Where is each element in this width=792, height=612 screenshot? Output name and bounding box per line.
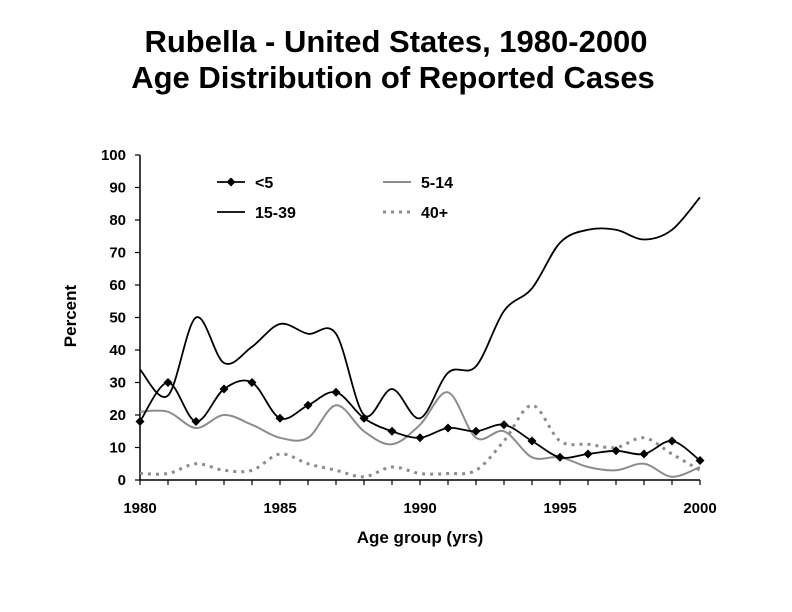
x-tick-label: 1995 (543, 500, 576, 517)
legend-entry: <5 (217, 175, 273, 192)
data-point-marker (695, 456, 705, 465)
y-axis-label: Percent (61, 284, 80, 347)
data-point-marker (247, 378, 257, 387)
x-tick-label: 1985 (263, 500, 296, 517)
y-tick-label: 50 (109, 310, 126, 327)
data-point-marker (499, 420, 509, 430)
data-point-marker (443, 423, 453, 433)
y-tick-label: 100 (101, 147, 126, 164)
series-layer (135, 196, 705, 479)
data-point-marker (555, 452, 565, 462)
chart-title: Rubella - United States, 1980-2000 (144, 24, 647, 59)
legend-marker (226, 177, 236, 187)
series-line (139, 391, 701, 478)
y-tick-label: 10 (109, 440, 126, 457)
series-line (139, 196, 701, 420)
legend: <5 5-14 15-39 40+ (217, 175, 453, 222)
y-tick-label: 70 (109, 245, 126, 262)
data-point-marker (471, 426, 481, 436)
data-point-marker (359, 413, 369, 423)
data-point-marker (275, 413, 285, 423)
data-point-marker (639, 449, 649, 459)
legend-label: 40+ (421, 205, 448, 222)
legend-entry: 5-14 (383, 175, 453, 192)
data-point-marker (135, 417, 145, 426)
x-tick-label: 2000 (683, 500, 716, 517)
data-point-marker (163, 378, 173, 387)
legend-entry: 15-39 (217, 205, 296, 222)
x-axis-label: Age group (yrs) (357, 528, 484, 547)
axes: 0 10 20 30 40 50 60 70 80 90 100 1980 1985 1990 1995 20… (101, 147, 717, 517)
chart-subtitle: Age Distribution of Reported Cases (131, 60, 655, 95)
data-point-marker (583, 449, 593, 459)
y-tick-label: 40 (109, 342, 126, 359)
y-tick-label: 20 (109, 407, 126, 424)
data-point-marker (219, 384, 229, 394)
y-tick-label: 90 (109, 180, 126, 197)
data-point-marker (667, 436, 677, 446)
x-tick-label: 1990 (403, 500, 436, 517)
data-point-marker (303, 400, 313, 410)
y-tick-label: 30 (109, 375, 126, 392)
legend-entry: 40+ (383, 205, 448, 222)
data-point-marker (387, 426, 397, 436)
data-point-marker (331, 387, 341, 397)
x-tick-label: 1980 (123, 500, 156, 517)
series-2 (139, 196, 701, 420)
legend-label: <5 (255, 175, 273, 192)
series-1 (139, 391, 701, 478)
data-point-marker (527, 436, 537, 446)
data-point-marker (611, 446, 621, 456)
y-tick-label: 60 (109, 277, 126, 294)
legend-label: 5-14 (421, 175, 453, 192)
y-tick-label: 0 (118, 472, 126, 489)
y-tick-label: 80 (109, 212, 126, 229)
series-0 (135, 378, 705, 465)
data-point-marker (191, 417, 201, 426)
legend-label: 15-39 (255, 205, 296, 222)
data-point-marker (415, 433, 425, 443)
